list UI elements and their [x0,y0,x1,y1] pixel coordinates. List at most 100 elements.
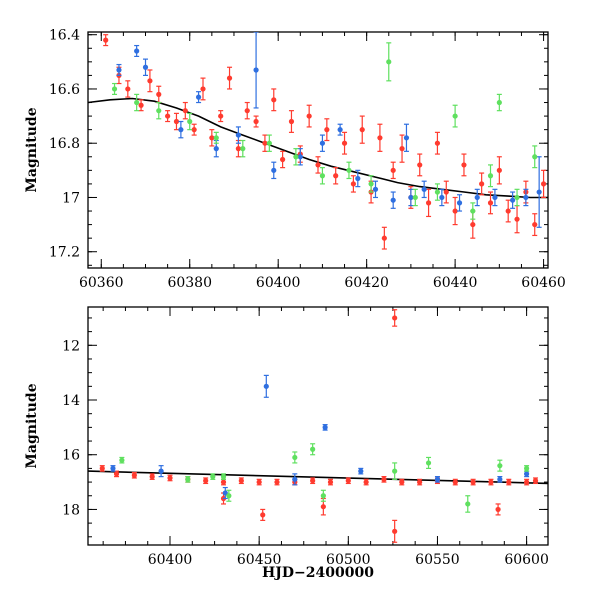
data-point [113,471,120,477]
data-point [138,102,144,108]
data-point [156,108,162,114]
y-tick-label: 17.2 [49,245,80,261]
data-point [536,189,542,195]
data-point [377,135,383,141]
data-point [403,135,410,141]
data-point [158,468,164,474]
data-point [495,506,501,513]
data-point [392,315,398,321]
data-point [372,186,379,192]
data-point [253,118,259,125]
data-point [359,127,365,133]
y-tick-label: 17 [62,190,80,206]
data-point [213,146,219,152]
data-point [392,528,398,534]
data-point [358,468,364,474]
data-point [111,86,118,92]
x-axis-label: HJD−2400000 [262,565,374,581]
data-point [271,167,277,173]
data-point [220,474,227,480]
data-point [496,167,502,173]
data-point [244,108,250,114]
data-point [209,135,215,141]
data-point [540,181,547,187]
x-tick-label: 60420 [344,275,389,291]
data-point [210,474,216,480]
data-point [147,78,153,84]
data-point [262,140,268,146]
x-tick-label: 60500 [326,552,371,568]
data-point [474,194,480,201]
data-point [260,512,266,518]
y-axis-label: Magnitude [24,107,40,192]
data-point [337,127,343,133]
data-point [345,478,351,484]
data-point [306,113,312,119]
data-point [381,476,387,482]
data-point [417,479,423,485]
data-point [434,189,441,195]
y-tick-label: 18 [62,502,80,518]
x-tick-label: 60380 [167,275,212,291]
data-point [195,94,202,100]
data-point [417,162,423,168]
data-point [381,235,387,241]
data-point [456,200,463,206]
y-tick-label: 16.4 [49,28,80,44]
data-point [288,118,295,125]
data-point [524,471,530,477]
y-tick-label: 14 [62,393,80,409]
data-point [524,465,530,472]
data-point [134,99,140,106]
data-point [178,127,184,133]
data-point [487,200,494,206]
data-point [226,75,233,81]
data-point [439,194,445,201]
data-point [492,194,498,201]
data-point [280,156,286,163]
data-point [514,216,520,222]
data-point [173,118,180,125]
data-point [156,91,162,97]
data-point [479,181,485,187]
bottom-light-curve-plot: 60400 60450 60500 60550 60600 12 14 16 18 Magnitu… [24,306,549,581]
data-point [238,478,244,484]
data-point [271,97,277,103]
x-tick-label: 60440 [433,275,478,291]
data-point [452,208,458,214]
data-point [470,208,476,214]
data-point [487,173,494,179]
x-tick-label: 60450 [237,552,282,568]
data-point [99,465,105,472]
data-point [386,59,392,65]
data-point [142,64,149,70]
y-tick-label: 16 [62,448,80,464]
data-point [421,186,427,192]
data-point [222,490,228,496]
data-point [293,154,299,160]
data-point [496,99,502,106]
data-point [363,479,369,485]
y-tick-label: 16.8 [49,136,80,152]
data-point [443,189,449,195]
data-point [327,479,334,485]
data-point [412,194,418,201]
data-point [524,479,530,485]
data-point [226,493,232,499]
data-point [452,479,458,485]
data-point [200,86,206,92]
data-point [116,67,122,73]
data-point [320,504,326,510]
data-point [510,197,516,203]
data-point [319,140,326,146]
data-point [434,476,441,482]
data-point [497,463,503,469]
plot-area [88,32,548,250]
y-axis-label: Magnitude [24,383,40,468]
data-point [297,154,303,160]
data-point [213,135,219,141]
data-point [185,476,191,482]
data-point [292,454,298,461]
data-point [220,479,227,485]
